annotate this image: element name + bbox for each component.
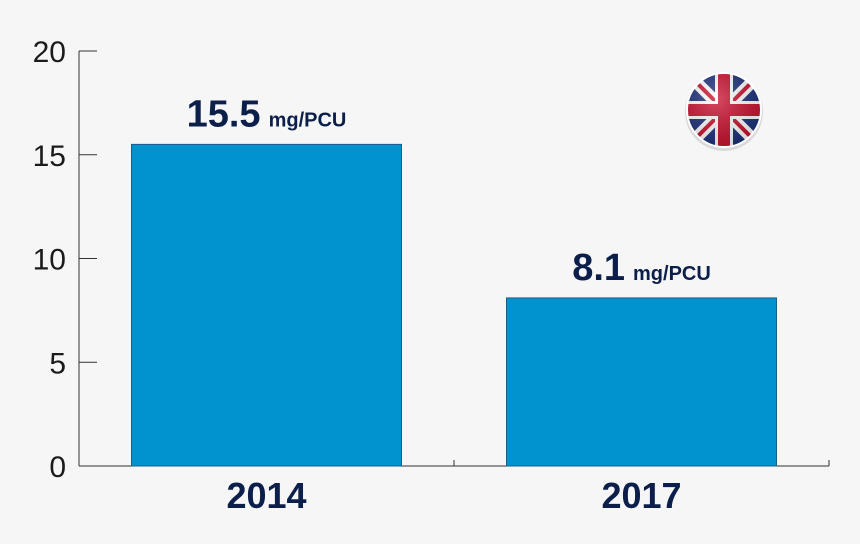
- y-tick-label: 15: [33, 140, 66, 173]
- x-category-label: 2017: [601, 475, 681, 516]
- bar-value-number: 15.5: [187, 93, 261, 135]
- bar-value-label: 15.5 mg/PCU: [187, 93, 347, 135]
- x-category-label: 2014: [226, 475, 306, 516]
- bar-value-number: 8.1: [572, 247, 625, 289]
- uk-flag-icon: [685, 72, 763, 151]
- y-tick-label: 10: [33, 244, 66, 277]
- data-labels: 15.5 mg/PCU 8.1 mg/PCU: [187, 93, 711, 289]
- y-tick-label: 5: [49, 347, 66, 380]
- bar-series: [131, 143, 777, 467]
- bar-value-label: 8.1 mg/PCU: [572, 247, 711, 289]
- y-axis-ticks: 0 5 10 15 20: [33, 36, 97, 484]
- bar-value-unit: mg/PCU: [269, 109, 347, 131]
- x-axis-labels: 2014 2017: [226, 475, 681, 516]
- bar-2014: [131, 143, 402, 467]
- y-tick-label: 0: [49, 451, 66, 484]
- y-tick-label: 20: [33, 36, 66, 69]
- bar-2017: [506, 297, 777, 467]
- bar-value-unit: mg/PCU: [633, 263, 711, 285]
